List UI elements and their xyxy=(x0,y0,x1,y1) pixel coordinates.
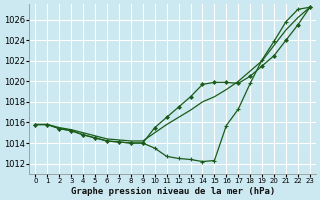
X-axis label: Graphe pression niveau de la mer (hPa): Graphe pression niveau de la mer (hPa) xyxy=(70,187,275,196)
